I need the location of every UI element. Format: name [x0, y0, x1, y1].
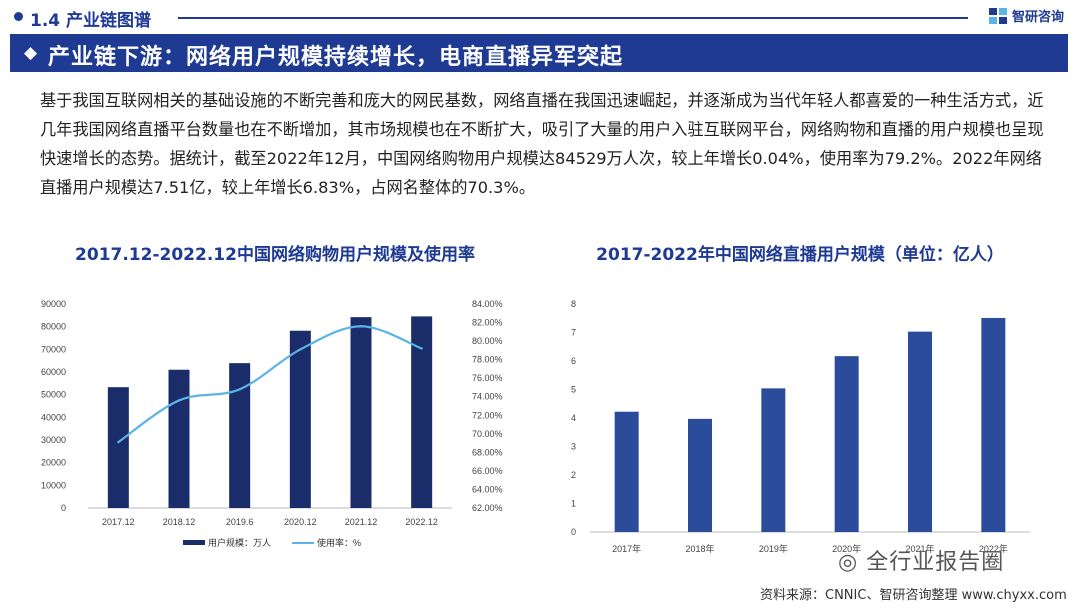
source-note: 资料来源：CNNIC、智研咨询整理 www.chyxx.com: [760, 588, 1067, 603]
x-tick-label: 2020.12: [284, 517, 317, 527]
usage-rate-point: [117, 440, 120, 444]
x-tick-label: 2022.12: [405, 517, 438, 527]
y2-tick-label: 64.00%: [472, 484, 503, 494]
usage-rate-point: [177, 399, 181, 402]
y-tick-label: 4: [571, 413, 576, 423]
usage-rate-point: [359, 325, 363, 328]
y-tick-label: 80000: [41, 322, 66, 332]
section-label: 1.4 产业链图谱: [30, 11, 152, 31]
online-shopping-users-chart: 0 10000 20000 30000 40000 50000 60000 70000 8000…: [41, 299, 503, 548]
bar: [411, 316, 433, 508]
x-tick-label: 2022年: [979, 543, 1008, 554]
bar: [981, 317, 1006, 532]
left-chart-title: 2017.12-2022.12中国网络购物用户规模及使用率: [75, 245, 475, 265]
x-tick-label: 2019.6: [226, 517, 254, 527]
brand: 智研咨询: [988, 6, 1064, 25]
y2-tick-label: 68.00%: [472, 447, 503, 457]
y-tick-label: 6: [571, 356, 576, 366]
live-streaming-users-chart: 0 1 2 3 4 5 6 7 8 2017年 2018年 2019年 2020年 2021年 2022年: [571, 299, 1030, 554]
bar: [289, 330, 311, 508]
y2-tick-label: 62.00%: [472, 503, 503, 513]
bar: [229, 363, 251, 508]
bar: [107, 387, 129, 508]
usage-rate-point: [420, 347, 423, 350]
legend-label-line: 使用率：%: [317, 537, 361, 548]
y-tick-label: 10000: [41, 480, 66, 490]
brand-logo-icon: [989, 7, 1007, 24]
usage-rate-point: [299, 348, 302, 351]
y-tick-label: 0: [571, 527, 576, 537]
y-tick-label: 60000: [41, 367, 66, 377]
x-tick-label: 2018年: [685, 543, 714, 554]
y2-tick-label: 76.00%: [472, 373, 503, 383]
bullet-dot-icon: [14, 12, 23, 21]
x-tick-label: 2017年: [612, 543, 641, 554]
bar: [168, 369, 190, 508]
y2-tick-label: 82.00%: [472, 318, 503, 328]
bar: [614, 411, 639, 532]
intro-paragraph: 基于我国互联网相关的基础设施的不断完善和庞大的网民基数，网络直播在我国迅速崛起，…: [40, 91, 1044, 197]
y-tick-label: 70000: [41, 344, 66, 354]
x-tick-label: 2017.12: [102, 517, 135, 527]
y-tick-label: 3: [571, 442, 576, 452]
top-bar: 1.4 产业链图谱 智研咨询: [0, 0, 1080, 34]
usage-rate-point: [238, 388, 241, 391]
x-tick-label: 2018.12: [163, 517, 196, 527]
x-tick-label: 2020年: [832, 543, 861, 554]
bar: [908, 331, 932, 532]
y2-tick-label: 84.00%: [472, 299, 503, 309]
y-tick-label: 8: [571, 299, 576, 309]
y-tick-label: 1: [571, 499, 576, 509]
y-tick-label: 0: [61, 503, 66, 513]
watermark: ◎ 全行业报告圈: [838, 544, 1004, 576]
y-tick-label: 30000: [41, 435, 66, 445]
double-chevron-icon: ◆: [24, 43, 38, 63]
bar: [834, 356, 859, 532]
y2-tick-label: 80.00%: [472, 336, 503, 346]
x-tick-label: 2021.12: [345, 517, 378, 527]
y-tick-label: 50000: [41, 390, 66, 400]
y-tick-label: 40000: [41, 412, 66, 422]
title-banner: ◆ 产业链下游：网络用户规模持续增长，电商直播异军突起: [10, 34, 1068, 72]
x-tick-label: 2021年: [905, 543, 934, 554]
legend-swatch-bar: [183, 540, 205, 545]
brand-name: 智研咨询: [1012, 10, 1065, 25]
bar: [761, 388, 786, 532]
banner-title: 产业链下游：网络用户规模持续增长，电商直播异军突起: [48, 45, 624, 70]
header-rule: [178, 17, 968, 19]
usage-rate-line: [117, 325, 423, 444]
watermark-text: 全行业报告圈: [866, 550, 1005, 575]
y2-tick-label: 78.00%: [472, 355, 503, 365]
y-tick-label: 7: [571, 328, 576, 338]
bar: [350, 317, 372, 508]
y-tick-label: 5: [571, 385, 576, 395]
wechat-icon: ◎: [838, 550, 859, 575]
right-chart-title: 2017-2022年中国网络直播用户规模（单位：亿人）: [596, 245, 1004, 265]
y2-tick-label: 74.00%: [472, 392, 503, 402]
legend-label-bar: 用户规模：万人: [208, 537, 271, 548]
y2-tick-label: 66.00%: [472, 466, 503, 476]
y2-tick-label: 70.00%: [472, 429, 503, 439]
y-tick-label: 90000: [41, 299, 66, 309]
y-tick-label: 20000: [41, 458, 66, 468]
bar: [688, 418, 712, 532]
y2-tick-label: 72.00%: [472, 410, 503, 420]
x-tick-label: 2019年: [759, 543, 788, 554]
y-tick-label: 2: [571, 470, 576, 480]
